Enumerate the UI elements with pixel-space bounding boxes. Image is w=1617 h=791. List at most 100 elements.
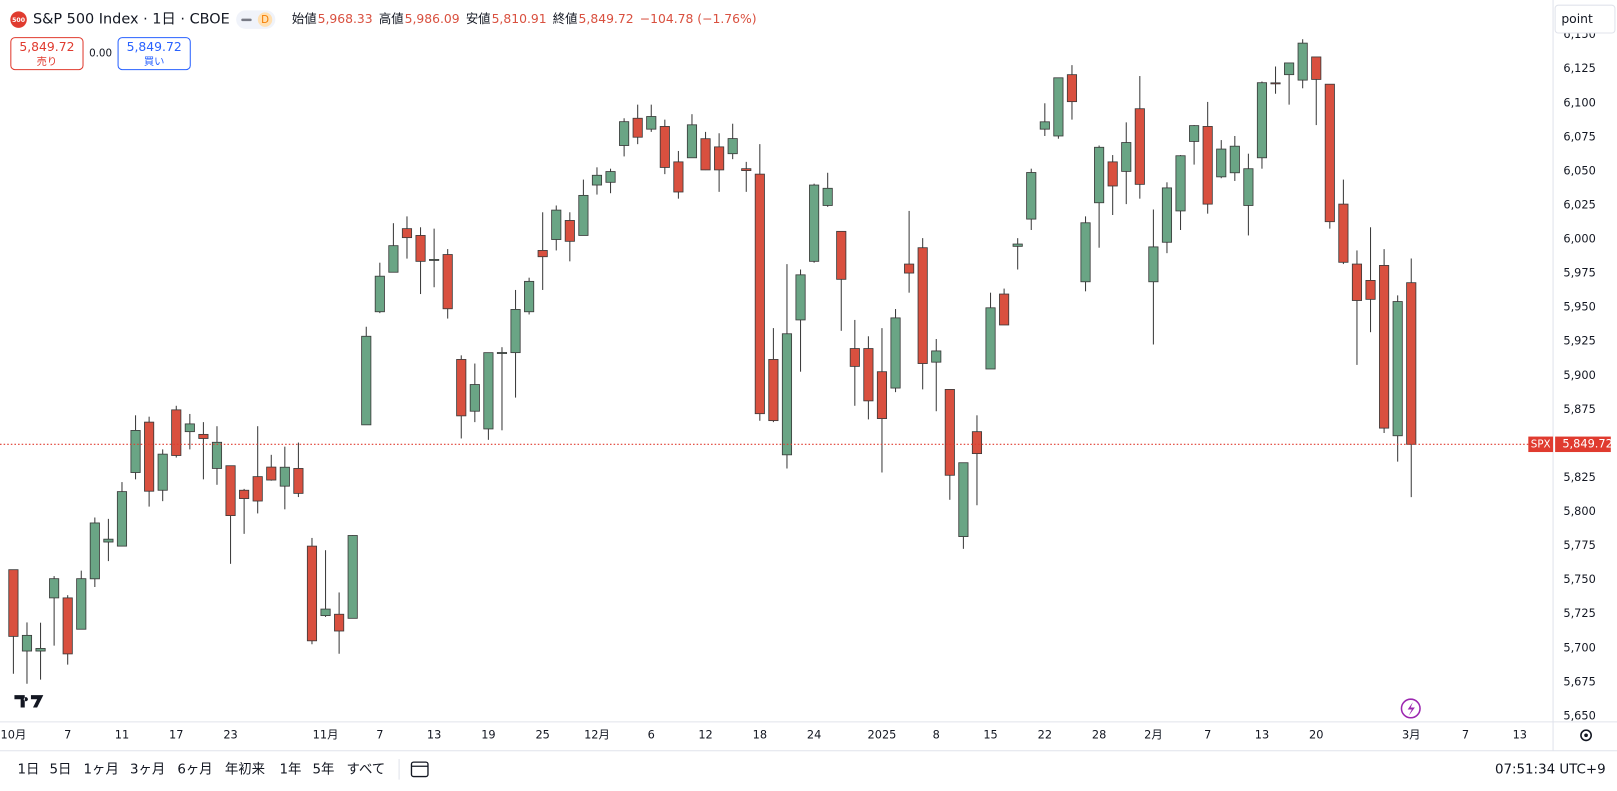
- candle-body: [904, 263, 915, 274]
- candle-body: [1121, 142, 1132, 172]
- x-tick-label: 3月: [1402, 727, 1421, 741]
- events-icon[interactable]: [1400, 698, 1421, 719]
- symbol-title[interactable]: S&P 500 Index · 1日 · CBOE: [33, 12, 230, 28]
- candle-body: [931, 350, 942, 363]
- y-tick-label: 6,075: [1563, 129, 1595, 143]
- x-tick-label: 11月: [313, 727, 339, 741]
- x-tick-label: 17: [169, 727, 183, 741]
- price-tag-label: 5,849.72: [1562, 436, 1612, 450]
- change: −104.78 (−1.76%): [640, 12, 757, 26]
- range-button[interactable]: 1日: [18, 762, 40, 777]
- point-button[interactable]: [1554, 4, 1616, 34]
- range-button[interactable]: すべて: [347, 761, 386, 777]
- candle-body: [1161, 187, 1173, 243]
- badge: [257, 12, 273, 27]
- x-tick-label: 6: [648, 727, 655, 741]
- candle-body: [659, 126, 670, 168]
- logo: [10, 11, 27, 28]
- candle-body: [374, 275, 385, 313]
- x-tick-label: 20: [1309, 727, 1323, 741]
- range-button[interactable]: 3ヶ月: [130, 762, 165, 777]
- candle-body: [646, 116, 657, 130]
- candle-body: [917, 247, 928, 364]
- candle-body: [334, 613, 345, 632]
- y-tick-label: 5,900: [1563, 368, 1595, 382]
- tv-logo[interactable]: [14, 695, 44, 708]
- candle-body: [754, 173, 765, 415]
- y-tick-label: 5,700: [1563, 640, 1595, 654]
- buy-price: 5,849.72: [127, 40, 182, 54]
- x-tick-label: 28: [1092, 727, 1106, 741]
- candle-body: [686, 124, 698, 159]
- x-tick-label: 13: [1513, 727, 1527, 741]
- candle-body: [795, 274, 806, 321]
- logo-text: 500: [12, 17, 25, 24]
- ohlc-value: 5,986.09: [405, 12, 460, 26]
- range-button[interactable]: 年初来: [225, 761, 265, 777]
- y-tick-label: 5,950: [1563, 300, 1595, 314]
- candle-body: [1012, 243, 1023, 247]
- x-tick-label: 18: [753, 727, 767, 741]
- y-tick-label: 5,975: [1563, 266, 1595, 280]
- settings-icon-dot: [1584, 733, 1588, 738]
- candle-body: [944, 389, 955, 476]
- candle-body: [239, 489, 250, 499]
- buy-button[interactable]: [117, 37, 191, 71]
- range-button[interactable]: 6ヶ月: [177, 762, 212, 777]
- sell-button[interactable]: [10, 37, 84, 71]
- candle-body: [144, 421, 155, 492]
- candle-body: [496, 352, 508, 354]
- status-icon: [241, 18, 252, 22]
- x-tick-label: 7: [376, 727, 383, 741]
- range-button[interactable]: 1ヶ月: [84, 762, 119, 777]
- candle-body: [985, 307, 996, 370]
- candle-body: [1216, 148, 1227, 178]
- x-tick-label: 12: [698, 727, 712, 741]
- spread: 0.00: [89, 48, 112, 60]
- x-tick-label: 7: [1462, 727, 1469, 741]
- range-button[interactable]: 5年: [312, 761, 334, 777]
- range-button[interactable]: 1年: [279, 761, 301, 777]
- plot: [0, 39, 1554, 684]
- badge-text: D: [261, 14, 269, 26]
- candle-body: [890, 317, 901, 389]
- candle-body: [1297, 42, 1308, 81]
- range-button[interactable]: 5日: [50, 762, 72, 777]
- candle-body: [401, 228, 413, 239]
- candle-body: [456, 359, 467, 417]
- candle-body: [605, 171, 616, 183]
- candle-body: [1175, 155, 1186, 212]
- candle-body: [225, 465, 236, 517]
- clock: 07:51:34 UTC+9: [1495, 762, 1606, 777]
- candle-body: [49, 578, 60, 599]
- candle-body: [266, 466, 277, 481]
- y-tick-label: 5,875: [1563, 402, 1595, 416]
- x-tick-label: 13: [427, 727, 441, 741]
- calendar-icon[interactable]: [410, 761, 429, 778]
- y-tick-label: 5,800: [1563, 504, 1595, 518]
- candle-body: [1406, 282, 1417, 445]
- candle-body: [1324, 83, 1335, 223]
- settings-icon[interactable]: [1580, 729, 1592, 742]
- candle-body: [1094, 146, 1105, 204]
- candle-body: [1243, 168, 1254, 206]
- y-tick-label: 6,100: [1563, 95, 1595, 109]
- candle-body: [849, 348, 860, 367]
- candle-body: [211, 441, 223, 469]
- candle-body: [429, 259, 440, 261]
- candle-body: [1189, 125, 1200, 142]
- sell-price: 5,849.72: [19, 40, 74, 54]
- candle-body: [876, 371, 888, 419]
- buy-label: 買い: [144, 56, 165, 68]
- candle-body: [1107, 161, 1118, 187]
- candle-body: [510, 309, 521, 354]
- candle-body: [714, 146, 725, 171]
- candle-body: [21, 634, 33, 652]
- candle-body: [1202, 126, 1213, 205]
- ohlc-label: 高値: [379, 11, 404, 26]
- candle-body: [1270, 82, 1281, 85]
- x-tick-label: 12月: [584, 727, 610, 741]
- candle-body: [727, 138, 738, 155]
- x-tick-label: 2月: [1144, 727, 1163, 741]
- candle-body: [1026, 172, 1037, 220]
